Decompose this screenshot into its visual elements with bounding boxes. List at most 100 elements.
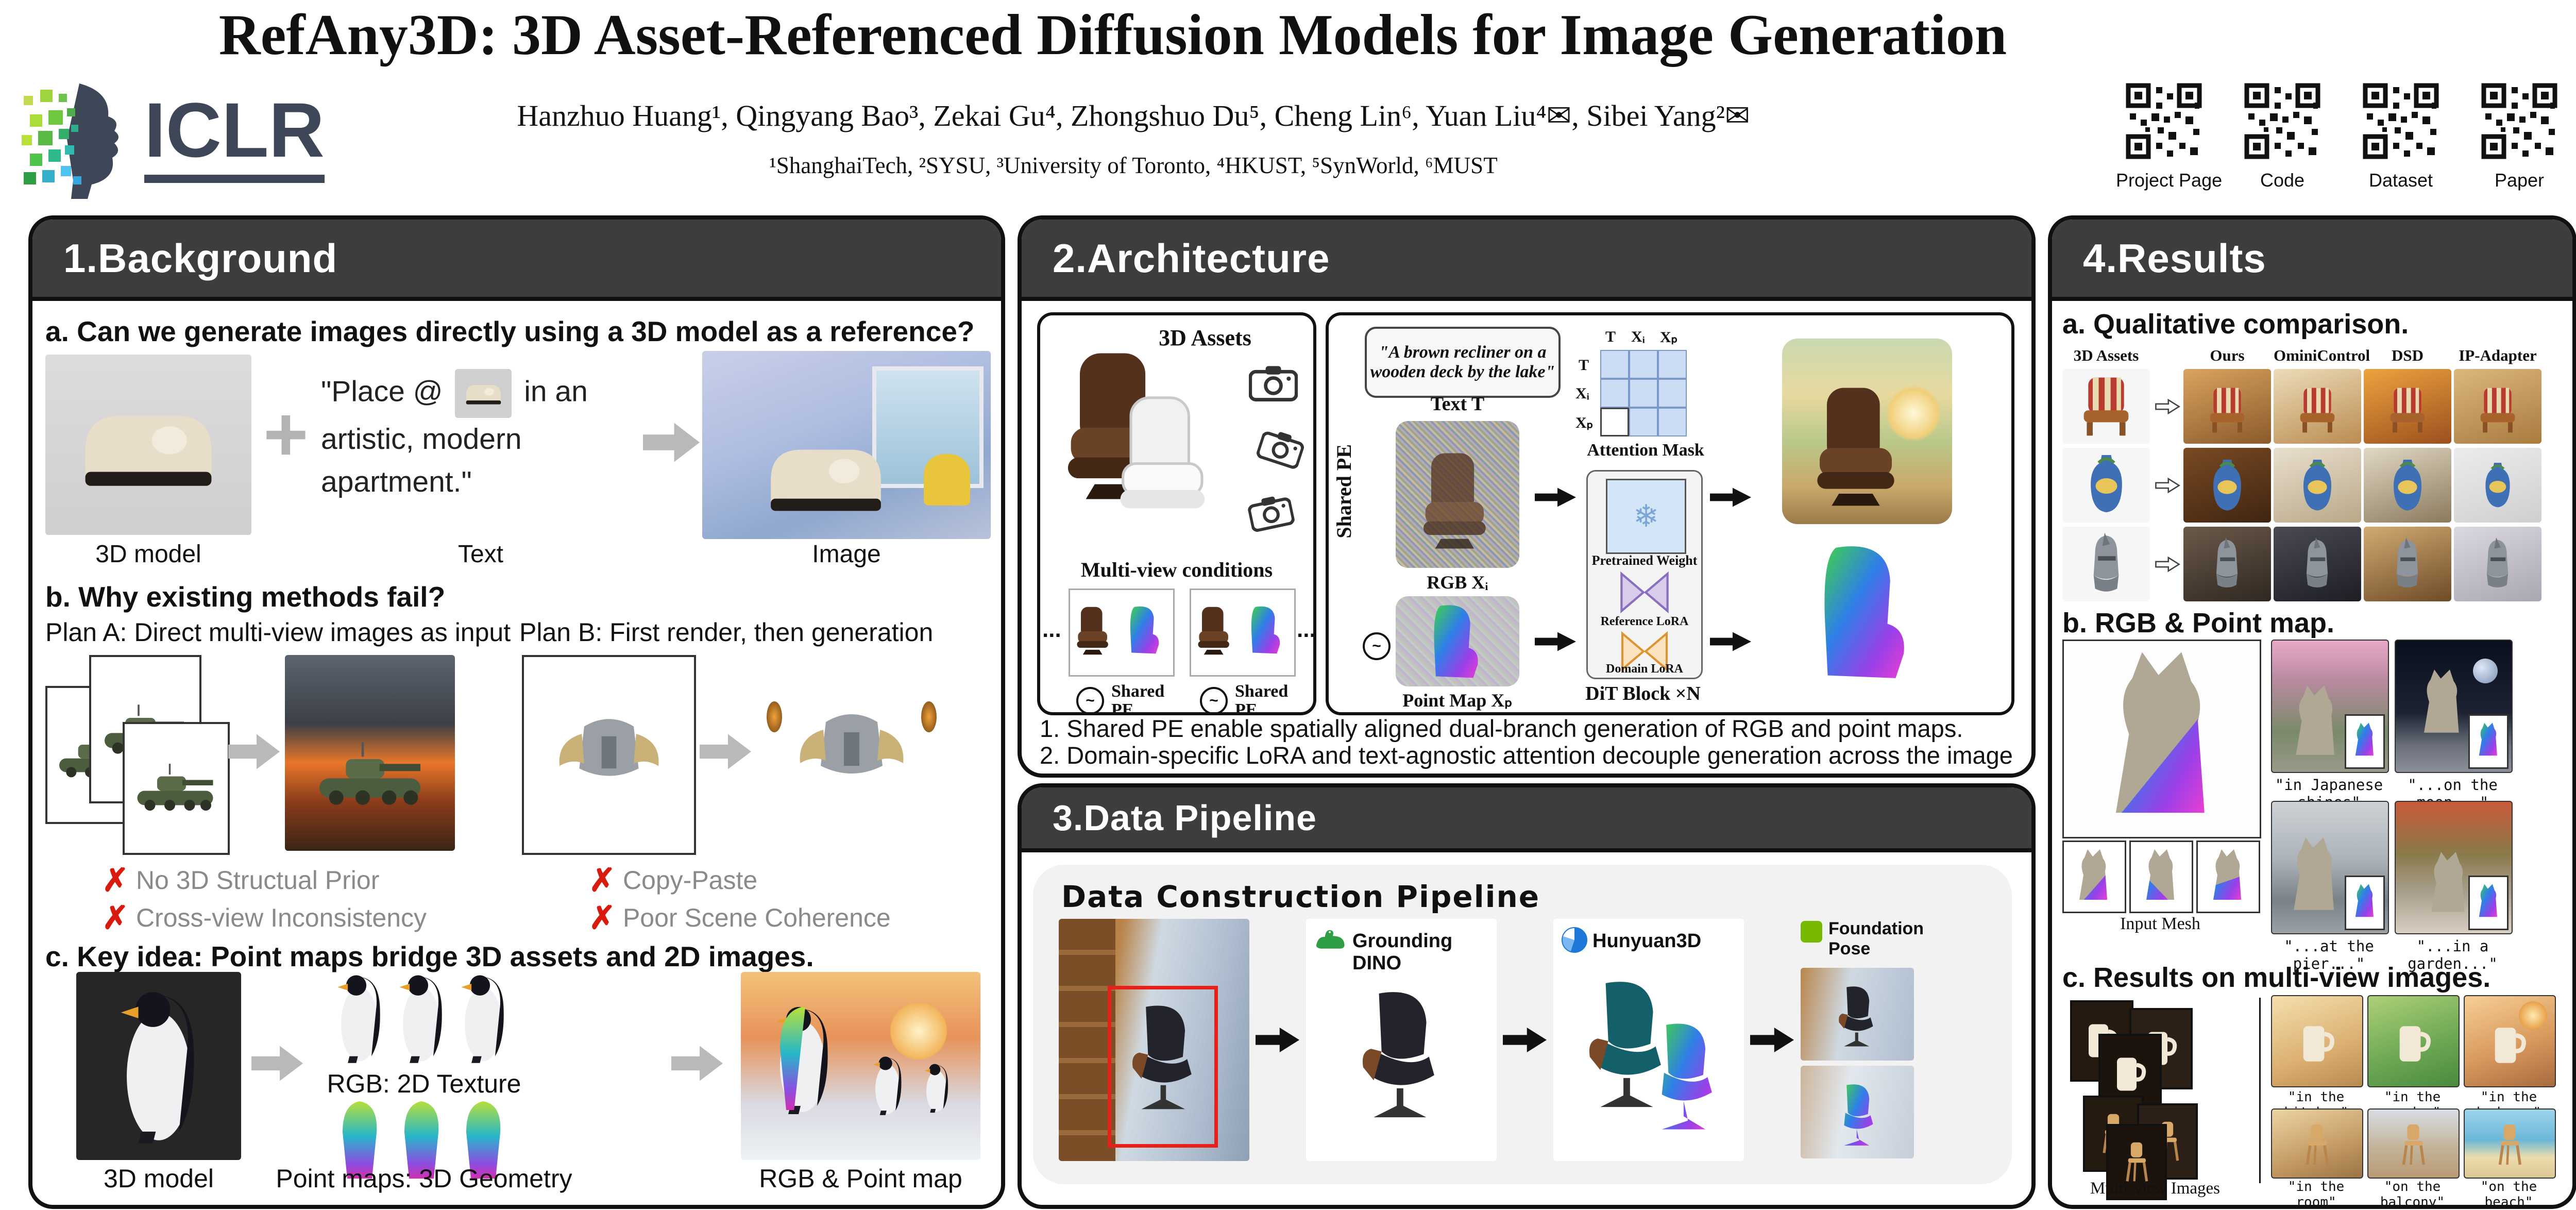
asset-armchair-image: [2062, 369, 2150, 444]
col-header-ours: Ours: [2210, 346, 2245, 364]
multiview-images-label: Multi-view Images: [2090, 1179, 2221, 1198]
condition-rgb-thumb: [1072, 592, 1120, 673]
panel-architecture: 2.Architecture 3D Assets Multi-view cond…: [1018, 215, 2036, 778]
mug-garden-image: [2367, 995, 2460, 1087]
dit-block-box: ❄ Pretrained Weight Reference LoRA Domai…: [1586, 470, 1703, 679]
qr-code-link[interactable]: Code: [2244, 82, 2321, 191]
plan-b-label: Plan B: First render, then generation: [519, 618, 934, 647]
pose-composite-pointmap-image: [1801, 1066, 1914, 1158]
input-mesh-thumb: [2129, 841, 2193, 913]
divider-line: [2259, 998, 2261, 1183]
mask-cell: [1658, 408, 1687, 436]
mask-row-label: T: [1579, 357, 1589, 374]
inline-sofa-thumb: [455, 369, 512, 418]
panel-background: 1.Background a. Can we generate images d…: [28, 215, 1005, 1209]
hunyuan3d-card: Hunyuan3D: [1553, 919, 1744, 1161]
arrow-right-icon: [643, 423, 700, 462]
qr-project-page[interactable]: Project Page: [2116, 82, 2222, 191]
input-mesh-thumb: [2062, 841, 2126, 913]
bookshelf-shape: [1059, 919, 1115, 1161]
cross-icon: ✗: [589, 900, 616, 936]
col-header-ip-adapter: IP-Adapter: [2459, 346, 2537, 364]
results-a-title: a. Qualitative comparison.: [2062, 309, 2409, 340]
shared-pe-group: ~ Shared PE: [1076, 682, 1164, 719]
qr-label: Code: [2260, 170, 2305, 191]
recliner-white-image: [1107, 388, 1226, 537]
shared-pe-icon: ~: [1363, 632, 1391, 660]
data-construction-title: Data Construction Pipeline: [1061, 879, 1540, 914]
multiview-label: Multi-view conditions: [1080, 558, 1273, 581]
generated-apartment-image: [702, 351, 991, 539]
results-b-title: b. RGB & Point map.: [2062, 608, 2335, 638]
foundation-pose-stage: Foundation Pose: [1801, 919, 1924, 1161]
result-omini-helmet: [2274, 527, 2361, 601]
fail-item: ✗ Cross-view Inconsistency: [102, 899, 427, 936]
pointmap-xp-label: Point Map Xₚ: [1402, 690, 1513, 711]
shared-pe-vertical-label: Shared PE: [1332, 444, 1355, 539]
cross-icon: ✗: [589, 863, 616, 898]
penguin-3d-model-image: [76, 972, 241, 1160]
moon-shape: [2473, 659, 2498, 683]
background-a-title: a. Can we generate images directly using…: [45, 315, 975, 347]
qr-label: Dataset: [2368, 170, 2433, 191]
shared-pe-line1: Shared: [1235, 682, 1289, 701]
cat-rgb-pointmap-image: [2062, 640, 2261, 838]
domain-lora-label: Domain LoRA: [1605, 662, 1683, 676]
mask-cell: [1658, 350, 1687, 379]
panel-background-title: 1.Background: [63, 235, 338, 281]
yellow-chair-shape: [924, 454, 970, 506]
fail-text: No 3D Structual Prior: [135, 865, 380, 895]
camera-icon: [1255, 425, 1307, 470]
panel-results-title: 4.Results: [2083, 235, 2266, 281]
arrow-right-icon: [1256, 1028, 1299, 1052]
result-ip-helmet: [2454, 527, 2541, 601]
cat-pier-image: [2271, 801, 2389, 934]
result-ours-armchair: [2183, 369, 2271, 444]
mask-row-label: Xₚ: [1575, 414, 1594, 431]
output-pointmap-image: [1782, 537, 1952, 692]
plan-a-label: Plan A: Direct multi-view images as inpu…: [45, 618, 511, 647]
chair-view-thumb: [2106, 1124, 2167, 1200]
panel-architecture-title: 2.Architecture: [1053, 235, 1330, 281]
caption-in-a-garden: "...in a garden...": [2408, 937, 2498, 972]
result-dsd-armchair: [2364, 369, 2451, 444]
cross-icon: ✗: [102, 900, 129, 936]
condition-pair: [1069, 589, 1175, 677]
mask-cell: [1658, 379, 1687, 408]
qr-dataset-link[interactable]: Dataset: [2362, 82, 2439, 191]
architecture-note-1: 1. Shared PE enable spatially aligned du…: [1040, 715, 1963, 742]
attention-mask-grid: [1600, 350, 1687, 436]
qr-label: Project Page: [2116, 170, 2223, 191]
prompt-text: "A brown recliner on a wooden deck by th…: [1370, 343, 1555, 381]
mask-row-label: Xᵢ: [1575, 385, 1589, 402]
ellipsis-left: ...: [1042, 617, 1061, 642]
label-text: Text: [457, 541, 504, 568]
rgb-xi-label: RGB Xᵢ: [1427, 572, 1488, 593]
helmet-dungeon-scene-image: [756, 655, 947, 851]
prompt-suffix: in an artistic, modern apartment.": [321, 375, 588, 498]
pointmap-inset: [2345, 714, 2385, 769]
mask-cell: [1600, 350, 1629, 379]
reference-lora-icon: [1606, 570, 1683, 614]
generation-box: Shared PE "A brown recliner on a wooden …: [1326, 312, 2014, 715]
text-prompt-block: "Place @ in an artistic, modern apartmen…: [321, 369, 640, 503]
result-ours-helmet: [2183, 527, 2271, 601]
penguin-result-image: [741, 972, 980, 1160]
chair-room-image: [2271, 1108, 2363, 1179]
pointmap-inset: [2468, 876, 2509, 930]
sun-glow: [890, 1003, 947, 1060]
attention-mask-caption: Attention Mask: [1587, 441, 1704, 460]
qr-paper-link[interactable]: Paper: [2481, 82, 2558, 191]
label-c-3d-model: 3D model: [104, 1164, 214, 1193]
background-b-title: b. Why existing methods fail?: [45, 581, 446, 613]
results-c-title: c. Results on multi-view images.: [2062, 962, 2491, 993]
arrow-right-icon: [1710, 488, 1751, 507]
col-header-3d-assets: 3D Assets: [2073, 346, 2139, 364]
camera-icon: [1246, 492, 1295, 533]
iclr-logo-face-icon: [22, 83, 118, 199]
mask-col-label: Xₚ: [1660, 329, 1678, 346]
foundation-label-line1: Foundation: [1828, 919, 1924, 938]
arrow-right-icon: [251, 1046, 303, 1081]
hollow-arrow-icon: [2155, 398, 2180, 415]
